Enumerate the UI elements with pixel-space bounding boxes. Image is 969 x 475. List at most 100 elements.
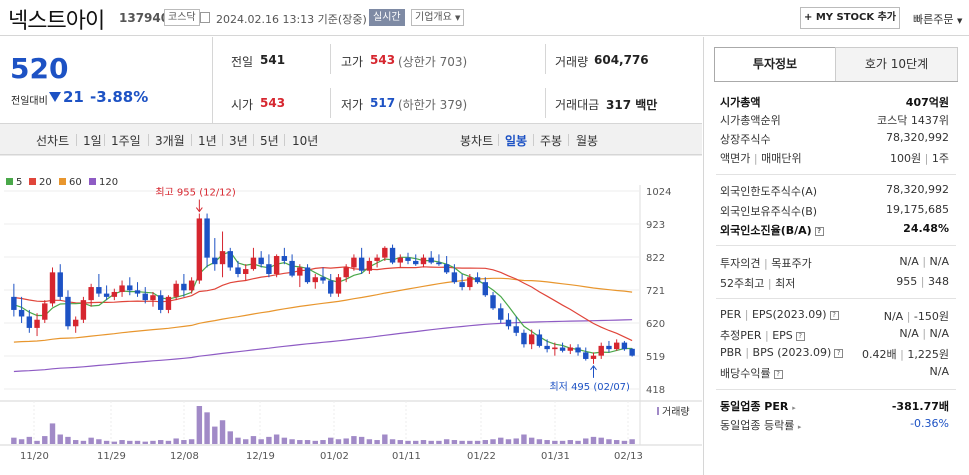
chevron-right-icon[interactable]: ▸ <box>797 423 802 431</box>
separator <box>284 134 285 146</box>
candle-body <box>382 247 388 258</box>
moving-average-120 <box>13 319 633 373</box>
volume-bar <box>598 437 604 444</box>
candle-body <box>297 267 303 276</box>
realtime-badge[interactable]: 실시간 <box>369 9 405 26</box>
my-stock-add-button[interactable]: + MY STOCK 추가 <box>800 7 900 29</box>
volume-value: 604,776 <box>594 53 649 67</box>
candle-body <box>165 296 172 310</box>
quick-order-button[interactable]: 빠른주문 ▼ <box>913 11 962 27</box>
y-tick-label: 1024 <box>646 187 671 198</box>
foreign-limit-value: 78,320,992 <box>886 183 949 196</box>
opinion-val: N/A <box>899 255 919 268</box>
candle-body <box>219 251 226 265</box>
volume-bar <box>420 440 427 444</box>
help-icon[interactable]: ? <box>773 369 783 379</box>
range-1y[interactable]: 1년 <box>198 134 217 148</box>
volume-bar <box>127 440 133 444</box>
candle-body <box>505 319 512 327</box>
change-percent: -3.88% <box>90 88 149 106</box>
candle-body <box>65 296 71 327</box>
range-3y[interactable]: 3년 <box>229 134 248 148</box>
candle-body <box>266 264 272 274</box>
dividend-text: 배당수익률 <box>720 367 771 380</box>
volume-bar <box>621 440 628 444</box>
tab-order-book[interactable]: 호가 10단계 <box>835 47 958 82</box>
volume-bar <box>142 441 148 444</box>
candle-body <box>343 267 349 278</box>
volume-bar <box>358 436 365 444</box>
range-3m[interactable]: 3개월 <box>155 134 185 148</box>
candle-body <box>49 272 56 304</box>
est-per-text: 추정PER <box>720 329 762 342</box>
range-5y[interactable]: 5년 <box>260 134 279 148</box>
candle-weekly[interactable]: 주봉 <box>540 134 563 148</box>
trade-value: 317 백만 <box>606 98 658 112</box>
open-value: 543 <box>260 96 286 110</box>
separator <box>148 134 149 146</box>
candle-body <box>451 272 458 283</box>
range-10y[interactable]: 10년 <box>292 134 319 148</box>
par-unit-value: 100원 | 1주 <box>890 152 949 165</box>
candle-body <box>405 257 411 261</box>
volume-bar <box>474 440 481 444</box>
candle-body <box>127 285 133 291</box>
x-tick-label: 01/02 <box>320 451 349 462</box>
candle-body <box>111 291 118 297</box>
volume-bar <box>428 440 434 444</box>
help-icon[interactable]: ? <box>834 348 844 358</box>
volume-bar <box>459 440 465 444</box>
company-overview-button[interactable]: 기업개요 ▼ <box>411 9 465 26</box>
week52-label: 52주최고 | 최저 <box>720 277 796 290</box>
volume-bar <box>351 436 357 444</box>
chevron-right-icon[interactable]: ▸ <box>792 404 796 412</box>
invest-info-panel: 투자정보 호가 10단계 시가총액 407억원 시가총액순위 코스닥 1437위… <box>703 37 969 475</box>
legend-label: 20 <box>39 177 52 188</box>
candle-monthly[interactable]: 월봉 <box>576 134 599 148</box>
volume-bar <box>304 440 311 444</box>
candle-body <box>273 256 280 274</box>
est-per-val: N/A <box>899 327 919 340</box>
candle-body <box>289 260 295 276</box>
volume-bar <box>397 440 403 444</box>
candle-body <box>26 316 33 328</box>
help-icon[interactable]: ? <box>829 310 839 320</box>
candle-body <box>42 303 48 320</box>
open-label: 시가 <box>231 98 254 112</box>
range-1d[interactable]: 1일 <box>83 134 102 148</box>
candle-body <box>436 262 442 265</box>
candle-body <box>490 295 496 309</box>
volume-bar <box>320 440 326 444</box>
candle-body <box>389 247 396 263</box>
help-icon[interactable]: ? <box>814 226 824 236</box>
stock-code: 137940 <box>119 11 170 25</box>
divider <box>545 88 546 118</box>
candle-daily[interactable]: 일봉 <box>505 134 528 148</box>
volume-bar <box>544 440 550 444</box>
volume-bar <box>374 440 380 444</box>
volume-bar <box>235 437 241 444</box>
foreign-ratio-text: 외국인소진율(B/A) <box>720 224 812 237</box>
tab-invest-info[interactable]: 투자정보 <box>714 47 836 82</box>
tab-underline <box>714 81 958 82</box>
volume-bar <box>26 436 33 444</box>
candle-body <box>521 332 527 345</box>
help-icon[interactable]: ? <box>795 331 805 341</box>
line-chart-label: 선차트 <box>36 134 70 148</box>
candle-body <box>258 257 264 265</box>
week52-value: 955 | 348 <box>896 275 949 288</box>
candle-body <box>150 295 156 301</box>
candle-body <box>204 218 210 258</box>
candle-body <box>590 355 597 359</box>
volume-label: 거래량 <box>555 55 589 69</box>
volume-bar <box>11 437 17 444</box>
volume-bar <box>443 439 450 444</box>
x-tick-label: 02/13 <box>614 451 643 462</box>
range-1w[interactable]: 1주일 <box>111 134 141 148</box>
document-icon[interactable] <box>200 12 210 23</box>
prev-close-label: 전일 <box>231 55 254 69</box>
stock-name: 넥스트아이 <box>8 9 105 34</box>
section-divider <box>716 174 956 175</box>
candle-body <box>119 285 125 292</box>
pbr-bps-value: 0.42배 | 1,225원 <box>862 348 949 361</box>
